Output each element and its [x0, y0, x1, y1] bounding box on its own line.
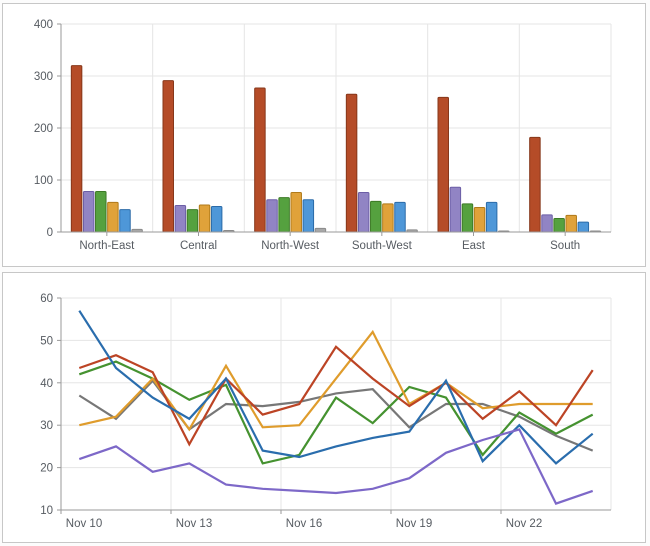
- y-tick-label: 0: [47, 227, 53, 239]
- bar-chart-panel: 0 100 200 300 400 North-East Central North-West…: [2, 3, 646, 267]
- x-tick-label: Nov 13: [176, 518, 212, 530]
- y-tick-label: 20: [40, 463, 53, 475]
- bar-green-Central: [186, 209, 199, 233]
- y-tick-label: 200: [34, 123, 53, 135]
- bar-chart: 0 100 200 300 400 North-East Central North-West…: [34, 19, 612, 252]
- bar-orange-South: [565, 214, 577, 233]
- category-label: Central: [180, 240, 217, 252]
- x-tick-label: Nov 16: [286, 518, 322, 530]
- bar-orange-North-West: [290, 191, 302, 233]
- y-tick-label: 300: [34, 71, 53, 83]
- y-tick-label: 400: [34, 19, 53, 31]
- y-tick-label: 50: [40, 335, 53, 347]
- y-tick-label: 30: [40, 420, 53, 432]
- line-series-purple: [78, 428, 594, 505]
- y-tick-label: 60: [40, 293, 53, 305]
- bar-purple-North-East: [82, 190, 95, 233]
- bar-orange-South-West: [382, 203, 394, 233]
- bar-orange-North-East: [107, 201, 119, 233]
- x-tick-label: Nov 10: [66, 518, 102, 530]
- bar-green-South-West: [370, 200, 382, 233]
- bar-red-East: [437, 96, 449, 233]
- x-tick-label: Nov 19: [396, 518, 432, 530]
- bar-red-South: [529, 136, 541, 233]
- y-tick-label: 40: [40, 378, 53, 390]
- bar-purple-East: [449, 186, 462, 233]
- bar-green-South: [553, 217, 565, 233]
- bar-orange-Central: [198, 204, 211, 233]
- bar-green-North-East: [95, 190, 107, 233]
- bar-red-North-West: [254, 87, 266, 233]
- bar-orange-East: [473, 207, 486, 233]
- line-series-green: [78, 360, 594, 465]
- bar-green-North-West: [278, 197, 290, 233]
- bar-gray-North-West: [314, 227, 327, 233]
- bar-blue-North-East: [119, 209, 131, 233]
- line-series-blue: [78, 310, 594, 465]
- line-chart-panel: 10 20 30 40 50 60 Nov 10 Nov 13 Nov 16 Nov 19 Nov …: [2, 272, 646, 543]
- category-label: South: [550, 240, 580, 252]
- bar-blue-South: [577, 221, 590, 233]
- bar-green-East: [461, 203, 474, 233]
- bar-blue-Central: [210, 206, 223, 233]
- bar-red-North-East: [70, 65, 83, 233]
- category-label: South-West: [352, 240, 413, 252]
- bar-purple-Central: [174, 204, 187, 233]
- bar-purple-South-West: [357, 191, 370, 233]
- category-label: East: [462, 240, 486, 252]
- bar-blue-East: [485, 201, 498, 233]
- y-tick-label: 100: [34, 175, 53, 187]
- bar-blue-South-West: [394, 201, 406, 233]
- bar-purple-South: [541, 214, 553, 233]
- bar-purple-North-West: [266, 199, 278, 233]
- category-label: North-West: [261, 240, 320, 252]
- bar-red-South-West: [345, 93, 358, 233]
- y-tick-label: 10: [40, 505, 53, 517]
- bar-blue-North-West: [302, 199, 315, 233]
- line-chart: 10 20 30 40 50 60 Nov 10 Nov 13 Nov 16 Nov 19 Nov …: [40, 293, 612, 530]
- bar-red-Central: [162, 80, 174, 233]
- category-label: North-East: [79, 240, 135, 252]
- line-series-red: [78, 345, 594, 447]
- x-tick-label: Nov 22: [506, 518, 542, 530]
